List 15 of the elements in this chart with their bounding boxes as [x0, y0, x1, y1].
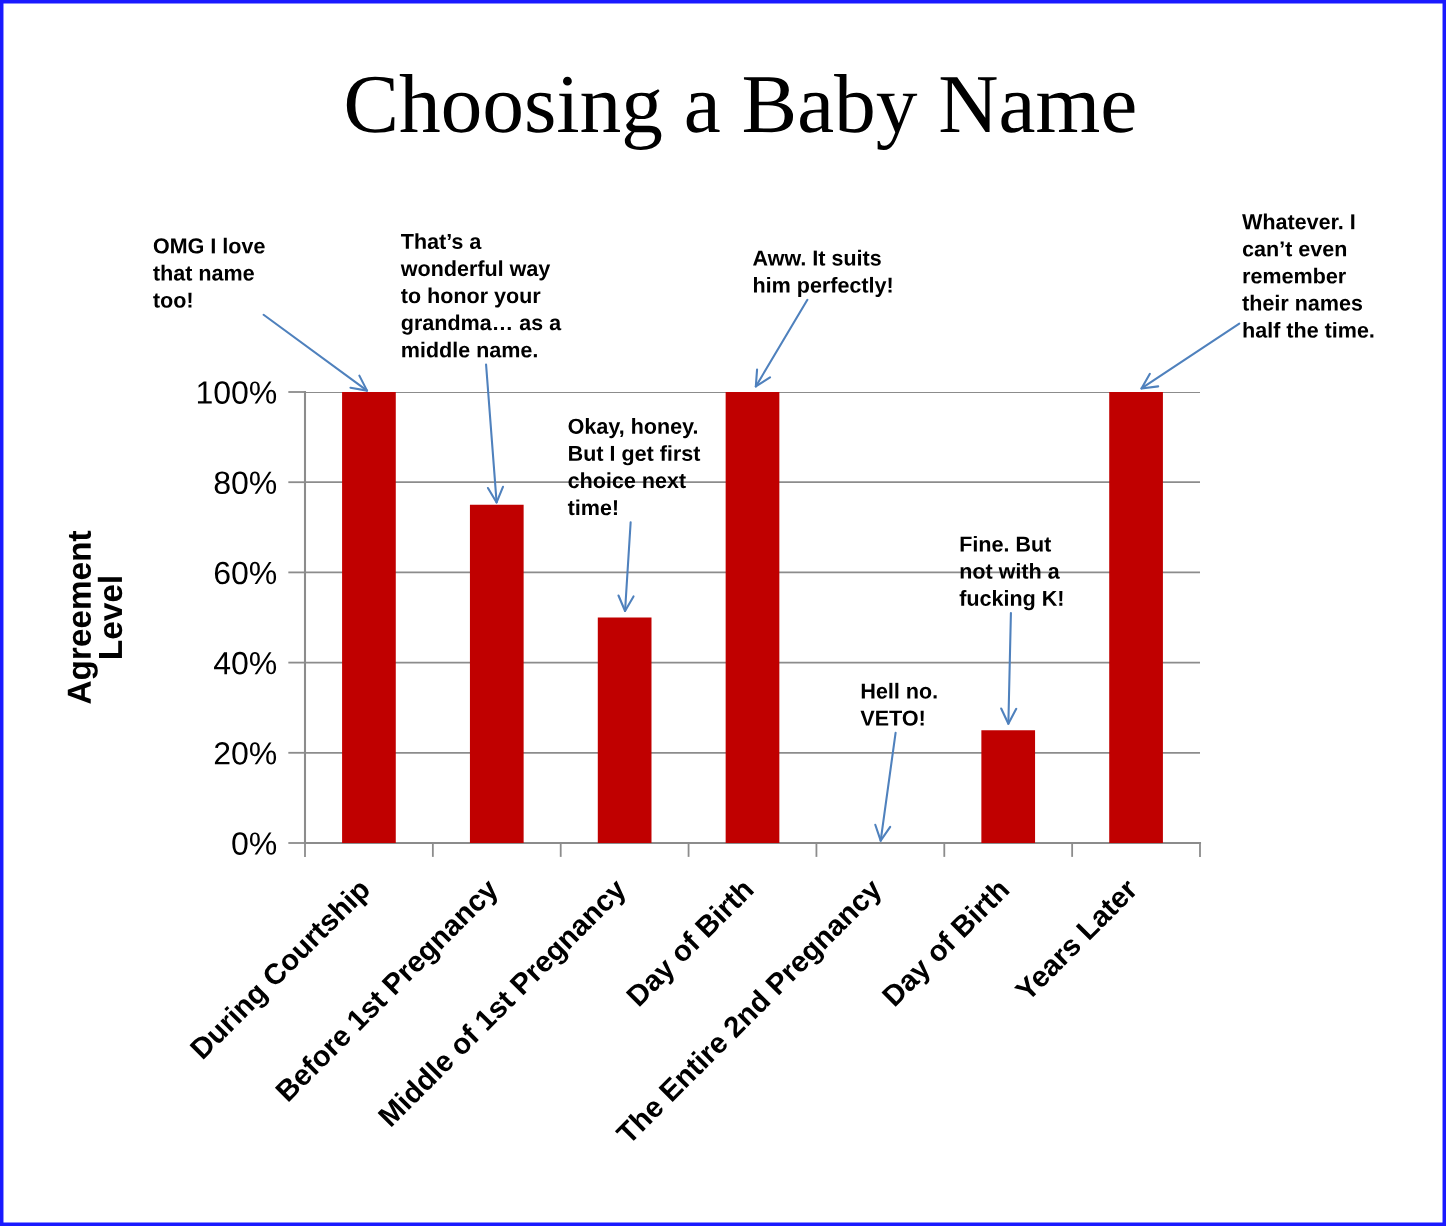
y-tick-label: 0%	[232, 832, 277, 855]
annotation: Fine. But not with a fucking K!	[959, 535, 1063, 611]
annotation: Okay, honey. But I get first choice next time!	[567, 418, 701, 516]
text: Whatever. I can’t even remember their names half the time.	[1242, 213, 1374, 338]
y-tick-label: 100%	[197, 381, 277, 404]
annotation: OMG I love that name too!	[153, 237, 265, 308]
annotation: That’s a wonderful way to honor your grandma… as a middle name.	[400, 233, 562, 358]
y-axis-title: Agreement Level	[67, 530, 123, 704]
y-tick-label: 20%	[214, 742, 277, 765]
y-tick-label: 80%	[214, 471, 277, 495]
y-tick-label: 60%	[214, 561, 277, 585]
annotation: Hell no. VETO!	[860, 682, 937, 726]
text: Aww. It suits him perfectly!	[753, 249, 892, 297]
chart-title: Choosing a Baby Name	[346, 74, 1135, 150]
y-tick-label: 40%	[214, 651, 277, 675]
